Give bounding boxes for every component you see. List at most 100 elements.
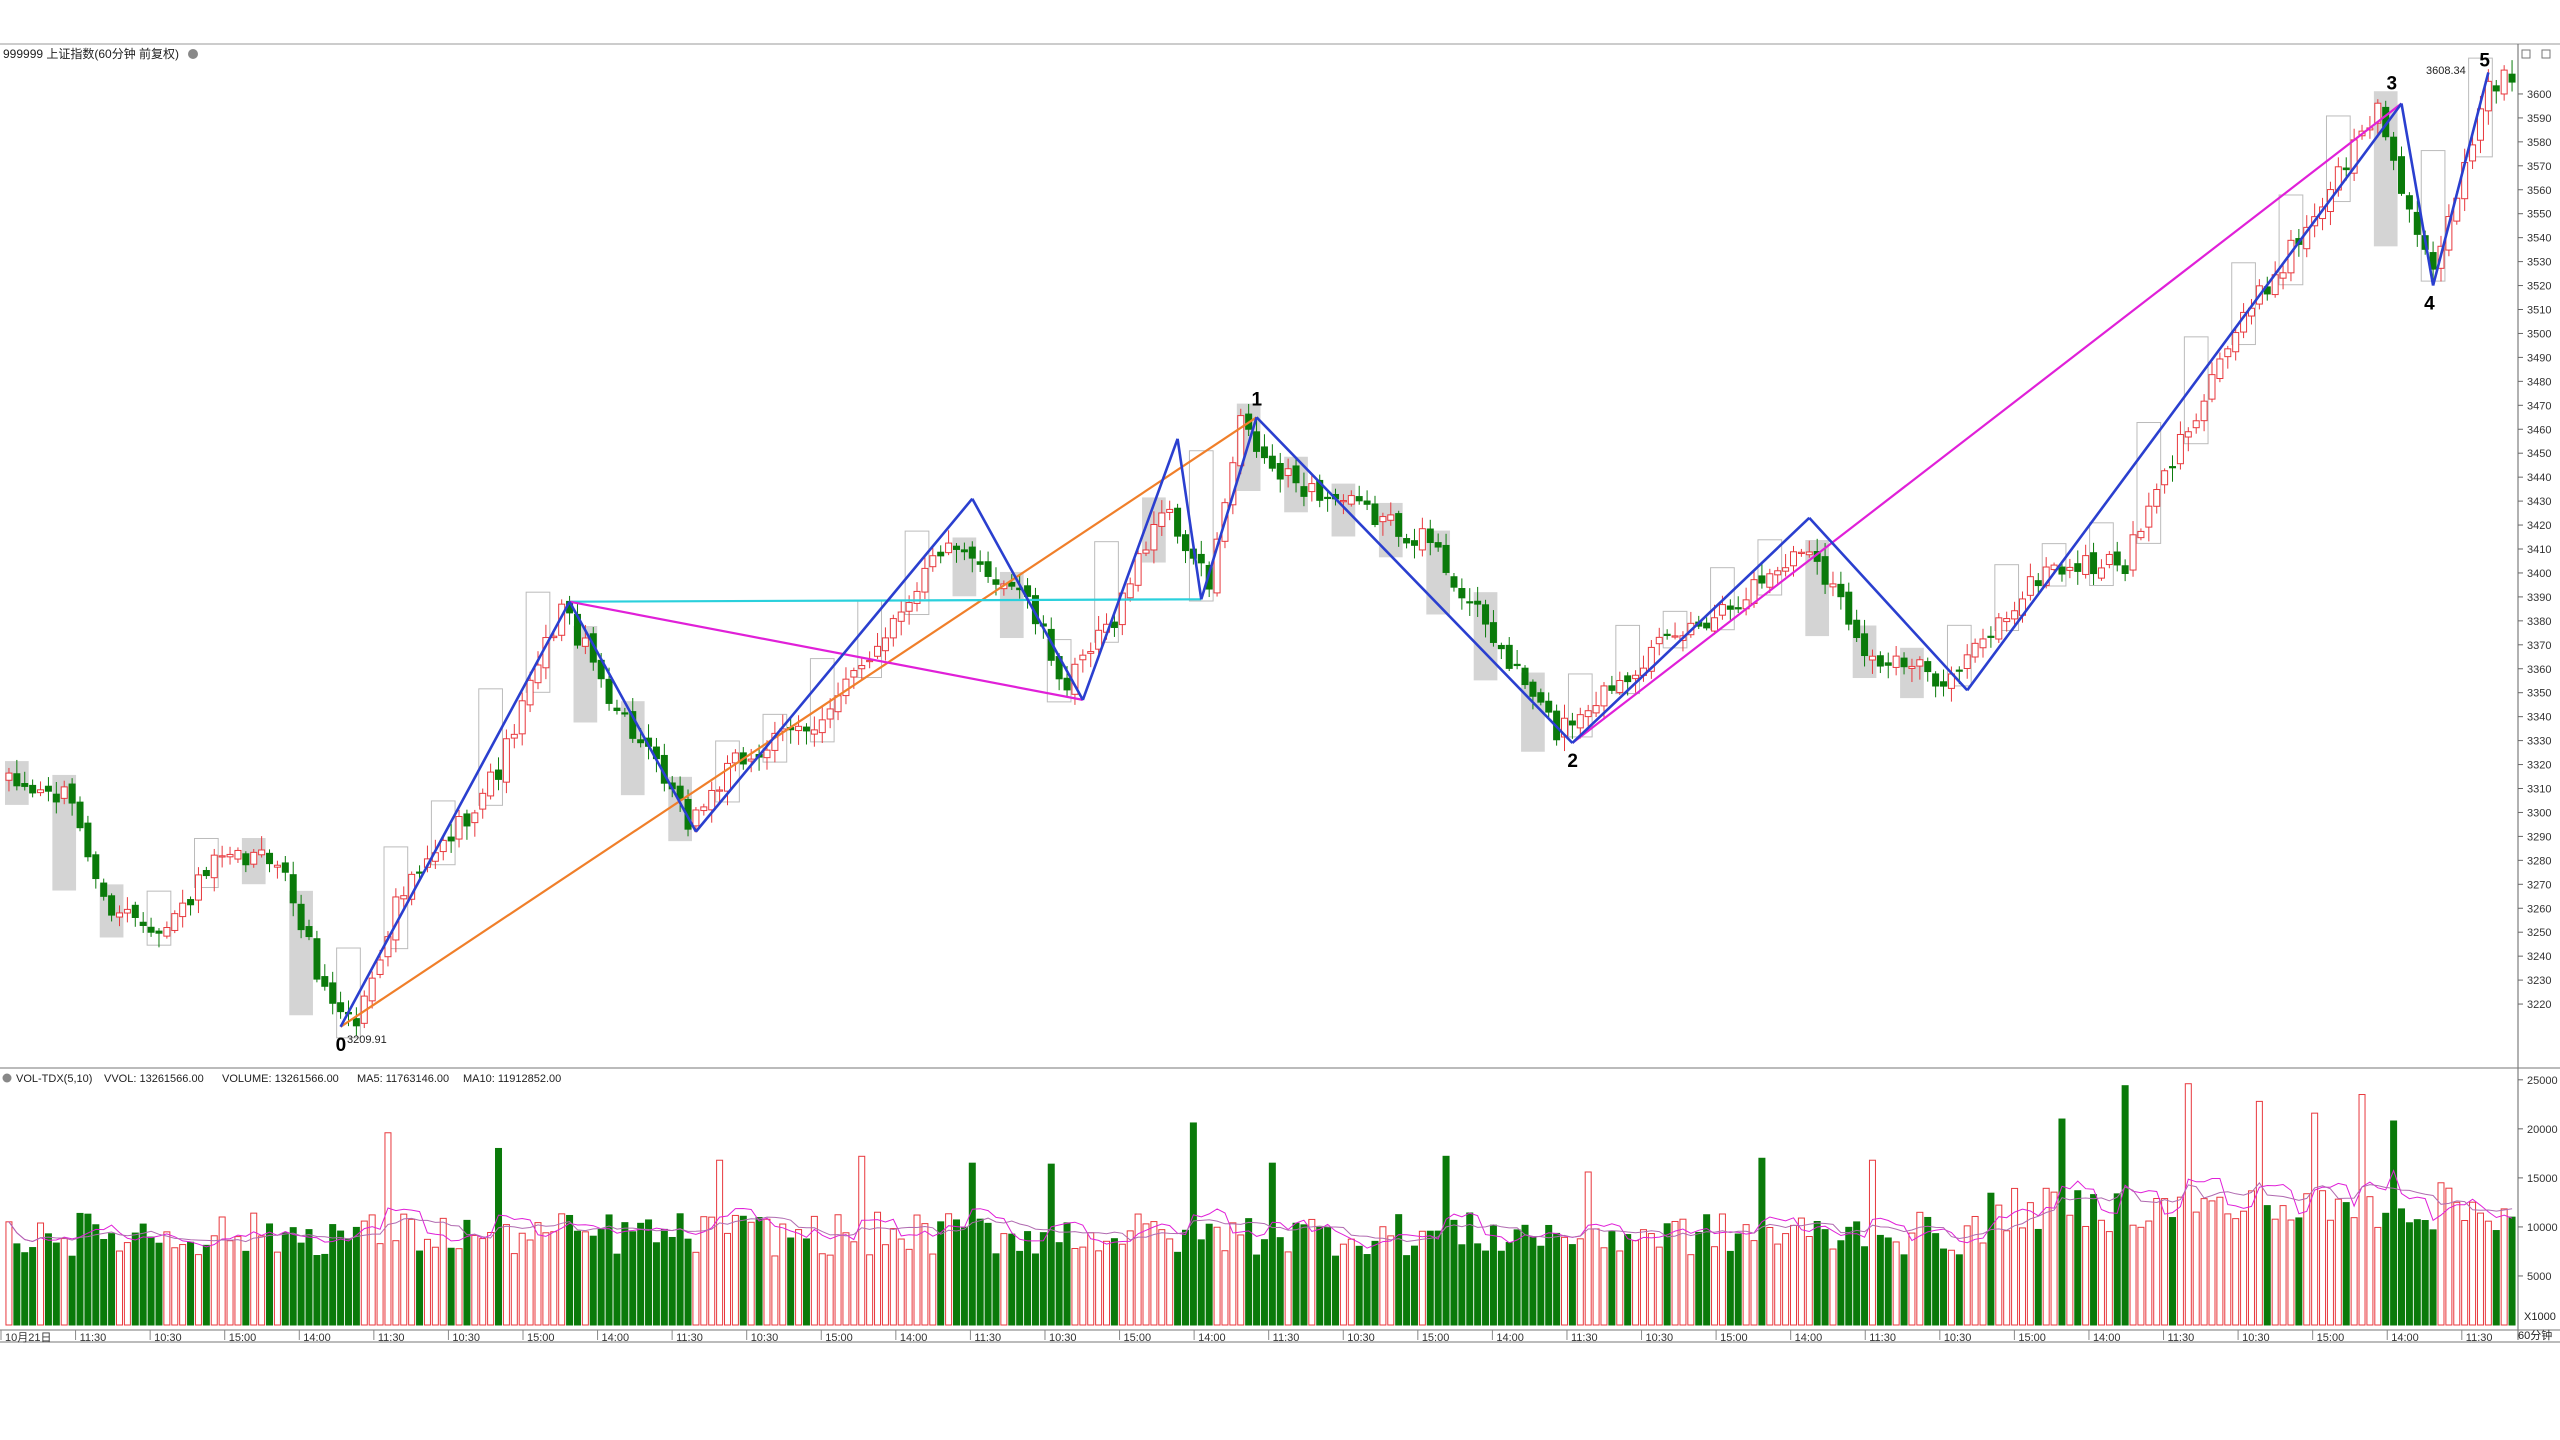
volume-bar (2271, 1218, 2279, 1326)
candle-body (1410, 540, 1418, 546)
time-tick-label: 10:30 (751, 1332, 779, 1344)
candle-body (1789, 551, 1797, 567)
volume-bar (2018, 1227, 2026, 1326)
volume-bar (1837, 1240, 1845, 1326)
volume-bar (416, 1250, 424, 1326)
candle-body (1024, 585, 1032, 597)
maximize-icon[interactable] (2541, 49, 2551, 59)
candle-body (13, 773, 21, 787)
range-box (336, 947, 361, 1039)
volume-bar (1474, 1243, 1482, 1326)
candle-body (1805, 551, 1813, 556)
candle-body (1260, 446, 1268, 459)
candle-body (1647, 646, 1655, 672)
time-tick-label: 15:00 (825, 1332, 853, 1344)
candle-body (2121, 565, 2129, 574)
candle-body (2176, 433, 2184, 465)
candle-body (1853, 619, 1861, 639)
price-tick-label: 3360 (2527, 664, 2551, 676)
candle-body (1568, 720, 1576, 726)
candle-body (2034, 580, 2042, 587)
volume-bar (1813, 1221, 1821, 1326)
candle-body (1158, 512, 1166, 527)
volume-bar (2390, 1120, 2398, 1326)
volume-bar (2082, 1225, 2090, 1326)
volume-bar (573, 1230, 581, 1326)
candle-body (495, 769, 503, 780)
volume-bar (1789, 1224, 1797, 1326)
wave-label: 4 (2424, 294, 2435, 315)
candle-body (1497, 644, 1505, 650)
price-tick-label: 3580 (2527, 137, 2551, 149)
candle-body (2153, 489, 2161, 507)
candle-body (960, 549, 968, 553)
candle-body (1253, 431, 1261, 452)
candle-body (2303, 226, 2311, 250)
candle-body (1600, 685, 1608, 707)
volume-bar (874, 1211, 882, 1326)
restore-icon[interactable] (2521, 49, 2531, 59)
range-box (620, 701, 645, 796)
volume-bar (1829, 1248, 1837, 1326)
volume-bar (2184, 1083, 2192, 1326)
time-tick-label: 11:30 (974, 1332, 1001, 1344)
candle-body (921, 567, 929, 593)
volume-bar (763, 1218, 771, 1326)
candle-body (1782, 567, 1790, 572)
volume-bar (305, 1229, 313, 1326)
volume-bar (187, 1241, 195, 1326)
candle-body (2169, 466, 2177, 469)
volume-bar (1000, 1233, 1008, 1326)
candle-body (502, 738, 510, 783)
volume-bar (321, 1253, 329, 1326)
volume-ma10-value: MA10: 11912852.00 (463, 1073, 561, 1085)
candle-body (2090, 552, 2098, 575)
volume-bar (1797, 1217, 1805, 1326)
volume-tick-label: 25000 (2527, 1075, 2558, 1087)
volume-bar (2192, 1211, 2200, 1326)
candle-body (52, 793, 60, 803)
candle-body (1932, 673, 1940, 687)
volume-bar (2405, 1222, 2413, 1326)
candle-body (1987, 635, 1995, 638)
candle-body (194, 874, 202, 901)
volume-bar (2319, 1190, 2327, 1326)
volume-bar (471, 1234, 479, 1326)
volume-bar (731, 1214, 739, 1326)
panel-icons[interactable] (2521, 49, 2551, 59)
volume-bar (2145, 1220, 2153, 1326)
volume-bar (818, 1253, 826, 1326)
candle-body (795, 725, 803, 732)
low-price-label: 3209.91 (347, 1034, 387, 1046)
volume-bar (352, 1226, 360, 1326)
volume-bar (44, 1233, 52, 1326)
indicator-settings-icon[interactable] (2, 1073, 12, 1083)
volume-bar (605, 1214, 613, 1326)
volume-bar (1316, 1226, 1324, 1326)
volume-bar (542, 1232, 550, 1326)
volume-bar (1639, 1229, 1647, 1326)
wave-line-orange (339, 416, 1258, 1028)
wave-line-blue (1176, 438, 1203, 600)
volume-bar (1703, 1214, 1711, 1326)
candle-body (1963, 654, 1971, 670)
candle-body (1592, 705, 1600, 714)
candle-body (2208, 374, 2216, 400)
price-tick-label: 3470 (2527, 400, 2551, 412)
volume-bar (250, 1212, 258, 1326)
volume-bar (297, 1242, 305, 1326)
volume-bar (1955, 1254, 1963, 1326)
volume-bar (242, 1250, 250, 1326)
volume-bar (1782, 1233, 1790, 1326)
volume-bar (1260, 1239, 1268, 1326)
settings-icon[interactable] (188, 49, 198, 59)
time-tick-label: 11:30 (80, 1332, 107, 1344)
candle-body (1545, 700, 1553, 713)
candle-body (1308, 483, 1316, 493)
volume-bar (329, 1224, 337, 1326)
volume-bar (795, 1229, 803, 1326)
volume-bar (463, 1219, 471, 1326)
volume-bar (76, 1212, 84, 1326)
volume-bar (1008, 1233, 1016, 1326)
candle-body (289, 874, 297, 904)
